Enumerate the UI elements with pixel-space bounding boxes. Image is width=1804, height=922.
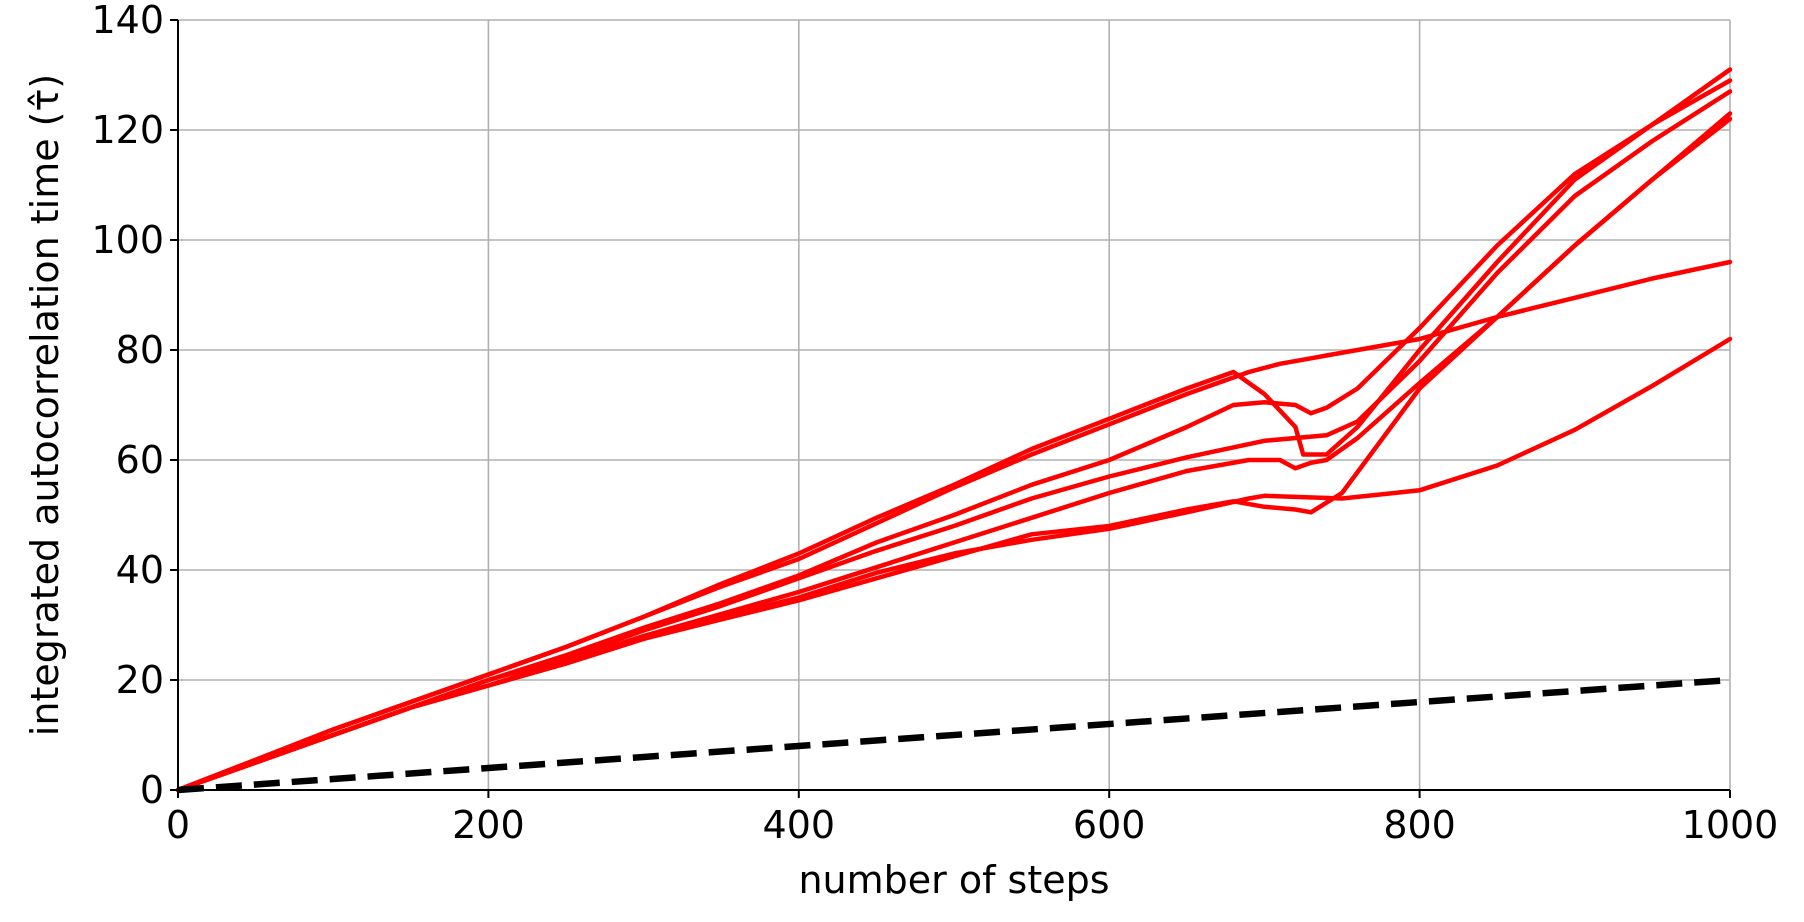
y-tick-label: 80 (116, 328, 164, 372)
y-tick-label: 120 (91, 108, 164, 152)
x-tick-label: 1000 (1682, 803, 1779, 847)
x-tick-label: 800 (1383, 803, 1456, 847)
series-line-2 (175, 259, 1733, 793)
y-tick-label: 20 (116, 658, 164, 702)
axes (177, 20, 1730, 791)
x-tick-label: 600 (1073, 803, 1146, 847)
y-tick-label: 60 (116, 438, 164, 482)
series-line-1 (175, 67, 1733, 793)
series-line-4 (175, 89, 1733, 793)
y-tick-label: 140 (91, 0, 164, 42)
reference-dashed-line (177, 676, 1731, 794)
x-ticks: 0 200 400 600 800 1000 (166, 790, 1778, 847)
y-axis-label: integrated autocorrelation time (τ̂) (23, 74, 67, 736)
y-ticks: 0 20 40 60 80 100 120 140 (91, 0, 178, 812)
x-tick-label: 0 (166, 803, 190, 847)
x-axis-label: number of steps (798, 858, 1109, 902)
gridlines (177, 19, 1731, 791)
x-tick-label: 400 (763, 803, 836, 847)
series-line-5 (175, 111, 1733, 793)
y-tick-label: 40 (116, 548, 164, 592)
x-tick-label: 200 (452, 803, 525, 847)
series-line-7 (175, 336, 1733, 793)
y-tick-label: 100 (91, 218, 164, 262)
series-line-6 (175, 116, 1733, 793)
series-layer (175, 67, 1733, 794)
y-tick-label: 0 (140, 768, 164, 812)
series-line-3 (175, 78, 1733, 793)
